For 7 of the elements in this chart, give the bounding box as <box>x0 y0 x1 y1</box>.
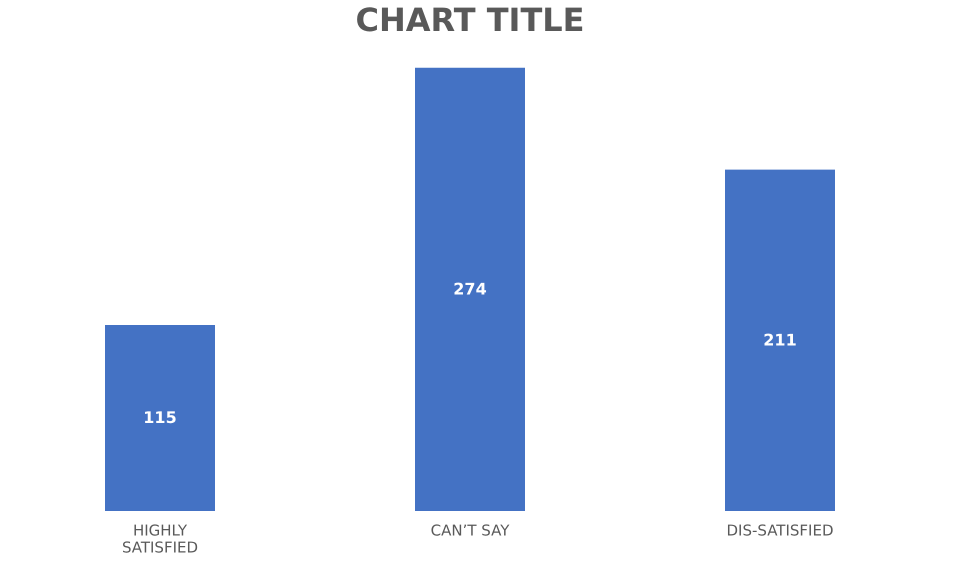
data-label: 274 <box>453 279 487 298</box>
data-label: 211 <box>763 330 797 350</box>
x-tick-label: DIS-SATISFIED <box>726 522 834 540</box>
data-label: 115 <box>143 408 177 427</box>
x-tick-label: HIGHLY SATISFIED <box>122 522 198 556</box>
chart-title: CHART TITLE <box>355 1 585 39</box>
x-tick-label: CAN’T SAY <box>430 522 510 540</box>
